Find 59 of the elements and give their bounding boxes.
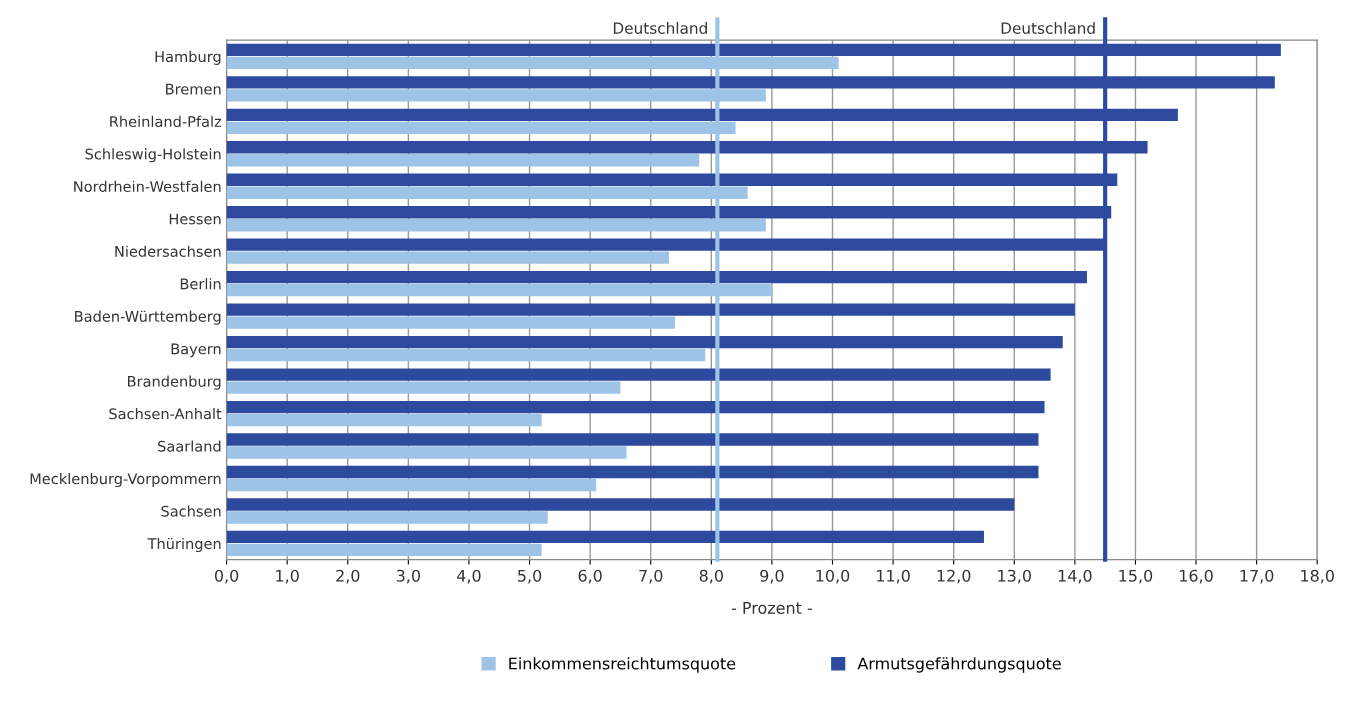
bar [226,478,597,492]
legend-label: Armutsgefährdungsquote [857,657,1061,673]
y-tick-label: Sachsen-Anhalt [109,408,222,420]
y-tick-label: Hessen [169,213,221,225]
bar [226,271,1087,284]
y-tick-label: Baden-Württemberg [75,310,221,325]
x-tick-label: 15,0 [1119,569,1153,584]
x-tick-label: 14,0 [1058,569,1092,584]
bar [226,335,1063,349]
bar [226,543,542,557]
bar [226,316,675,329]
bar [226,251,669,264]
bar [226,400,1045,414]
bar [226,368,1051,381]
bar [226,433,1039,446]
x-tick-label: 7,0 [639,569,663,584]
y-tick-label: Rheinland-Pfalz [110,115,222,128]
x-tick-label: 3,0 [396,569,420,584]
ref-line-label: Deutschland [613,22,707,34]
x-axis-title: - Prozent - [731,602,812,614]
y-tick-label: Berlin [180,278,221,290]
ref-line-label: Deutschland [1001,22,1095,34]
bar [226,154,700,167]
x-tick-label: 5,0 [518,569,542,584]
y-tick-label: Brandenburg [128,375,221,390]
x-tick-label: 9,0 [760,569,784,584]
bar [226,530,984,544]
x-tick-label: 2,0 [336,569,360,584]
x-tick-label: 16,0 [1180,569,1213,584]
bar [226,511,548,524]
x-tick-label: 1,0 [276,569,299,584]
y-tick-label: Sachsen [161,505,221,517]
x-tick-label: 6,0 [578,569,602,584]
y-tick-label: Niedersachsen [115,245,221,257]
bar [226,413,542,427]
bar [226,381,621,394]
x-tick-label: 8,0 [699,569,723,584]
bar [226,465,1039,479]
y-tick-label: Saarland [158,440,221,452]
bar [226,348,706,362]
bar [226,446,627,459]
legend-label: Einkommensreichtumsquote [509,657,736,673]
bar [226,498,1015,511]
y-tick-label: Bayern [171,343,221,358]
bar [226,303,1075,316]
x-tick-label: 11,0 [877,569,910,584]
y-tick-label: Hamburg [155,50,221,65]
x-tick-label: 12,0 [937,569,971,584]
x-tick-label: 13,0 [998,569,1031,584]
y-tick-label: Schleswig-Holstein [85,148,221,163]
x-tick-label: 0,0 [214,569,239,584]
x-tick-label: 10,0 [816,569,850,584]
x-tick-label: 18,0 [1301,569,1334,584]
x-tick-label: 4,0 [457,569,481,584]
y-tick-label: Bremen [166,83,221,95]
y-tick-label: Thüringen [147,537,221,553]
y-tick-label: Mecklenburg-Vorpommern [30,472,221,488]
y-tick-label: Nordrhein-Westfalen [74,180,221,192]
x-tick-label: 17,0 [1240,569,1274,584]
